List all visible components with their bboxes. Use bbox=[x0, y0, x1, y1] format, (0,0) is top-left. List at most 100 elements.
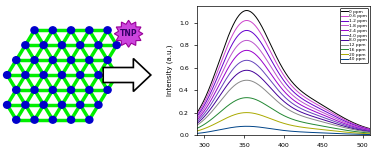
20 ppm bbox=[298, 126, 303, 128]
Circle shape bbox=[67, 57, 74, 63]
Circle shape bbox=[67, 27, 74, 34]
20 ppm bbox=[364, 133, 369, 135]
1.8 ppm bbox=[289, 93, 293, 95]
16 ppm bbox=[298, 121, 303, 123]
Circle shape bbox=[40, 72, 47, 78]
Circle shape bbox=[77, 102, 84, 108]
0 ppm bbox=[289, 80, 293, 82]
Polygon shape bbox=[114, 20, 143, 47]
16 ppm bbox=[194, 128, 199, 129]
Circle shape bbox=[31, 116, 38, 123]
0.6 ppm bbox=[368, 128, 373, 130]
16 ppm bbox=[245, 97, 249, 99]
Circle shape bbox=[67, 87, 74, 93]
16 ppm bbox=[368, 132, 373, 134]
8.0 ppm bbox=[337, 124, 342, 126]
1.8 ppm bbox=[368, 129, 373, 131]
4.0 ppm bbox=[245, 59, 249, 61]
Circle shape bbox=[31, 27, 38, 34]
1.8 ppm bbox=[194, 118, 199, 120]
40 ppm bbox=[364, 134, 369, 135]
4.0 ppm bbox=[278, 92, 283, 94]
Circle shape bbox=[3, 72, 11, 78]
1.8 ppm bbox=[278, 81, 283, 82]
2.4 ppm bbox=[337, 121, 342, 123]
4.0 ppm bbox=[337, 122, 342, 124]
4.0 ppm bbox=[277, 91, 282, 93]
Circle shape bbox=[113, 42, 120, 48]
40 ppm bbox=[277, 129, 282, 131]
16 ppm bbox=[289, 118, 293, 120]
20 ppm bbox=[194, 130, 199, 132]
8.0 ppm bbox=[278, 98, 283, 99]
16 ppm bbox=[337, 128, 342, 130]
Circle shape bbox=[13, 116, 20, 123]
20 ppm bbox=[245, 112, 249, 114]
Line: 20 ppm: 20 ppm bbox=[197, 113, 370, 134]
4.0 ppm bbox=[194, 121, 199, 123]
Circle shape bbox=[31, 87, 38, 93]
0 ppm bbox=[278, 64, 283, 65]
8.0 ppm bbox=[277, 96, 282, 98]
Legend: 0 ppm, 0.6 ppm, 1.2 ppm, 1.8 ppm, 2.4 ppm, 4.0 ppm, 8.0 ppm, 12 ppm, 16 ppm, 20 : 0 ppm, 0.6 ppm, 1.2 ppm, 1.8 ppm, 2.4 pp… bbox=[340, 8, 368, 63]
Line: 12 ppm: 12 ppm bbox=[197, 80, 370, 132]
Line: 0.6 ppm: 0.6 ppm bbox=[197, 21, 370, 129]
8.0 ppm bbox=[289, 106, 293, 108]
Line: 2.4 ppm: 2.4 ppm bbox=[197, 50, 370, 131]
Line: 4.0 ppm: 4.0 ppm bbox=[197, 60, 370, 131]
4.0 ppm bbox=[298, 107, 303, 109]
0.6 ppm bbox=[289, 84, 293, 86]
Circle shape bbox=[86, 116, 93, 123]
40 ppm bbox=[289, 130, 293, 132]
1.2 ppm bbox=[368, 129, 373, 131]
8.0 ppm bbox=[368, 131, 373, 133]
Circle shape bbox=[22, 102, 29, 108]
Polygon shape bbox=[103, 58, 151, 92]
20 ppm bbox=[337, 130, 342, 132]
2.4 ppm bbox=[278, 86, 283, 88]
1.8 ppm bbox=[364, 129, 369, 130]
0.6 ppm bbox=[194, 114, 199, 116]
Circle shape bbox=[22, 42, 29, 48]
1.2 ppm bbox=[277, 73, 282, 75]
Circle shape bbox=[104, 27, 111, 34]
0.6 ppm bbox=[337, 116, 342, 118]
40 ppm bbox=[194, 133, 199, 134]
12 ppm bbox=[337, 126, 342, 127]
Circle shape bbox=[40, 102, 47, 108]
1.8 ppm bbox=[337, 119, 342, 121]
2.4 ppm bbox=[298, 104, 303, 106]
1.2 ppm bbox=[337, 118, 342, 119]
8.0 ppm bbox=[194, 123, 199, 125]
16 ppm bbox=[364, 132, 369, 134]
Line: 0 ppm: 0 ppm bbox=[197, 11, 370, 129]
40 ppm bbox=[298, 131, 303, 133]
40 ppm bbox=[368, 134, 373, 135]
Circle shape bbox=[3, 102, 11, 108]
Circle shape bbox=[58, 102, 65, 108]
8.0 ppm bbox=[364, 130, 369, 132]
Circle shape bbox=[86, 87, 93, 93]
16 ppm bbox=[278, 113, 283, 115]
Circle shape bbox=[104, 57, 111, 63]
Circle shape bbox=[58, 72, 65, 78]
Circle shape bbox=[95, 42, 102, 48]
Circle shape bbox=[13, 57, 20, 63]
Circle shape bbox=[13, 87, 20, 93]
20 ppm bbox=[277, 121, 282, 123]
2.4 ppm bbox=[245, 50, 249, 51]
2.4 ppm bbox=[289, 97, 293, 99]
0.6 ppm bbox=[245, 20, 249, 21]
0.6 ppm bbox=[364, 127, 369, 129]
0.6 ppm bbox=[277, 68, 282, 69]
0 ppm bbox=[194, 112, 199, 114]
Circle shape bbox=[49, 27, 56, 34]
12 ppm bbox=[194, 125, 199, 126]
12 ppm bbox=[278, 103, 283, 105]
Circle shape bbox=[67, 116, 74, 123]
2.4 ppm bbox=[364, 129, 369, 131]
1.8 ppm bbox=[298, 100, 303, 102]
2.4 ppm bbox=[368, 130, 373, 132]
12 ppm bbox=[368, 131, 373, 133]
2.4 ppm bbox=[277, 85, 282, 87]
